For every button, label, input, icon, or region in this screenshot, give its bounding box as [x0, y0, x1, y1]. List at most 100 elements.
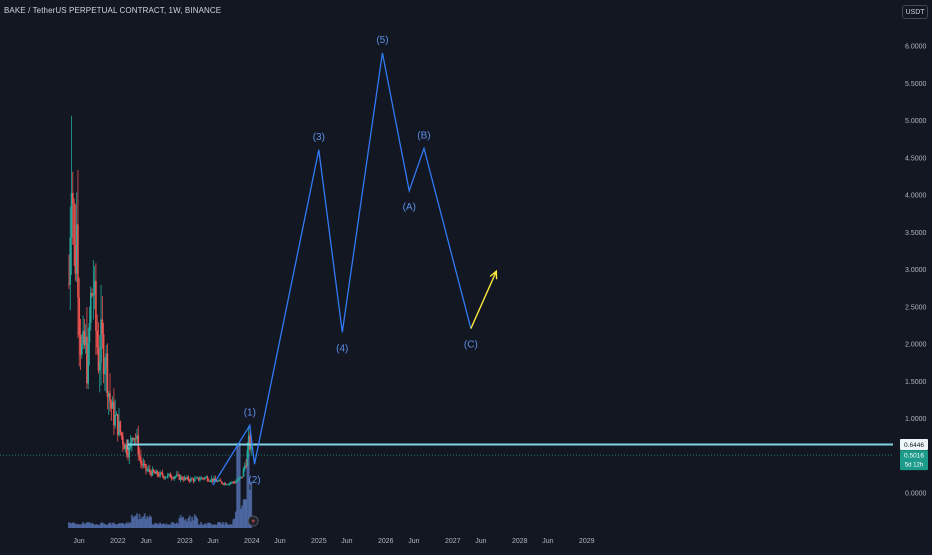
y-tick-label: 1.0000 [905, 416, 927, 423]
volume-bar [106, 524, 109, 528]
candle-body [170, 477, 173, 479]
volume-bar [157, 524, 160, 528]
y-tick-label: 0.0000 [905, 491, 927, 498]
volume-bar [246, 453, 249, 528]
volume-bar [193, 514, 196, 528]
price-badges: 0.6446 0.5016 5d 12h [247, 438, 928, 527]
candle-body [146, 470, 149, 472]
volume-bar [205, 524, 208, 528]
candle-body [147, 469, 150, 471]
volume-bar [121, 523, 124, 528]
volume-bar [105, 524, 108, 528]
projection-arrow-head [489, 269, 498, 280]
candle-body [188, 480, 191, 482]
x-axis[interactable]: Jun 2022 Jun 2023 Jun 2024 Jun 2025 Jun 2026 Jun 20… [73, 538, 594, 545]
candle-body [131, 438, 133, 443]
candle-body [238, 477, 241, 479]
candle-body [74, 244, 77, 274]
wave-label-2: (2) [248, 475, 260, 486]
volume-bar [101, 522, 104, 528]
volume-bar [210, 524, 213, 528]
candle-body [106, 353, 109, 397]
volume-bar [84, 523, 87, 528]
y-tick-label: 2.5000 [905, 304, 927, 311]
candle-body [196, 477, 199, 479]
y-axis[interactable]: 6.0000 5.5000 5.0000 4.5000 4.0000 3.5000 3.00… [905, 44, 927, 498]
volume-bar [125, 522, 128, 528]
candle-body [236, 480, 238, 482]
volume-bar [150, 516, 153, 528]
volume-bar [154, 523, 156, 528]
candle-body [233, 482, 236, 484]
volume-bar [93, 524, 96, 528]
volume-bar [141, 517, 144, 528]
candle-body [78, 297, 81, 336]
volume-bar [232, 519, 235, 528]
volume-bar [234, 511, 237, 528]
volume-bar [192, 520, 195, 528]
candle-body [89, 292, 92, 323]
candle-body [158, 475, 160, 477]
candle-body [214, 478, 217, 481]
volume-bar [80, 524, 83, 528]
x-tick-label: 2029 [579, 538, 595, 545]
volume-bar [111, 522, 114, 528]
candle-body [187, 477, 190, 481]
volume-bar [164, 524, 167, 528]
volume-bar [70, 523, 73, 528]
volume-bar [207, 522, 210, 528]
candle-body [240, 476, 242, 478]
volume-bar [118, 523, 120, 528]
x-tick-label: 2024 [244, 538, 260, 545]
volume-bar [128, 522, 131, 528]
volume-bar [89, 523, 92, 528]
volume-bar [96, 524, 99, 528]
candle-body [97, 347, 100, 371]
candle-body [167, 474, 169, 478]
candle-body [222, 483, 224, 485]
candle-body [197, 477, 200, 481]
candle-body [179, 476, 182, 480]
candle-body [127, 454, 129, 458]
candle-body [118, 421, 120, 436]
volume-bar [168, 524, 170, 528]
volume-bar [228, 524, 231, 528]
volume-bar [211, 524, 214, 528]
candle-body [165, 477, 168, 478]
y-tick-label: 1.5000 [905, 379, 927, 386]
volume-bar [146, 516, 149, 528]
volume-bar [79, 524, 82, 528]
volume-bar [177, 523, 179, 528]
volume-bar [200, 522, 203, 528]
candle-body [228, 483, 231, 485]
candle-body [110, 402, 113, 409]
candle-body [175, 474, 178, 477]
candle-body [96, 330, 98, 348]
candle-body [154, 472, 156, 474]
volume-bar [136, 513, 138, 528]
volume-bar [69, 523, 72, 528]
x-tick-label: 2022 [110, 538, 126, 545]
currency-button[interactable]: USDT [902, 5, 928, 19]
volume-bar [174, 524, 177, 528]
candle-body [173, 476, 176, 479]
y-tick-label: 3.0000 [905, 267, 927, 274]
x-tick-label: Jun [475, 538, 486, 545]
candle-body [184, 477, 187, 479]
candle-body [101, 319, 104, 335]
volume-bar [196, 518, 199, 528]
x-tick-label: Jun [408, 538, 419, 545]
wave-label-b: (B) [417, 130, 430, 141]
candle-body [156, 471, 159, 476]
candle-body [178, 474, 181, 480]
volume-bar [83, 523, 86, 528]
candle-body [159, 472, 161, 477]
volume-bar [172, 522, 174, 528]
candle-body [73, 202, 75, 245]
candle-body [143, 463, 146, 465]
candle-body [242, 468, 245, 477]
candle-body [163, 476, 165, 479]
candle-body [211, 478, 214, 482]
